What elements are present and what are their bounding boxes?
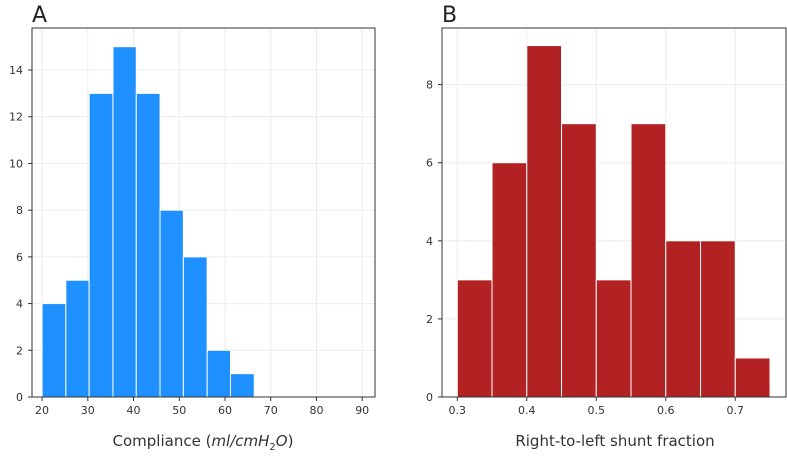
y-tick-label: 8: [16, 204, 23, 217]
x-tick-label: 0.6: [657, 404, 675, 417]
histogram-bar: [526, 45, 563, 398]
histogram-bar: [491, 162, 528, 398]
histogram-bar: [630, 123, 667, 398]
plot-frame: [31, 27, 376, 398]
y-tick-label: 0: [426, 391, 433, 404]
x-tick-label: 60: [218, 404, 232, 417]
histogram-bar: [88, 92, 114, 398]
x-tick-label: 40: [127, 404, 141, 417]
panel-b-label: B: [442, 3, 457, 28]
histogram-bar: [65, 279, 90, 398]
histogram-bar: [41, 303, 67, 398]
y-tick-label: 10: [9, 157, 23, 170]
x-tick-label: 20: [35, 404, 49, 417]
y-tick-label: 6: [426, 157, 433, 170]
y-tick-label: 8: [426, 79, 433, 92]
y-tick-label: 12: [9, 111, 23, 124]
histogram-bar: [182, 256, 208, 398]
y-tick-label: 6: [16, 251, 23, 264]
histogram-bar: [595, 279, 632, 398]
histogram-bar: [229, 373, 255, 398]
y-tick-label: 2: [426, 313, 433, 326]
y-tick-label: 4: [16, 298, 23, 311]
histogram-bar: [734, 357, 771, 398]
x-tick-label: 30: [81, 404, 95, 417]
x-tick-label: 80: [309, 404, 323, 417]
histogram-bar: [561, 123, 597, 398]
histogram-bar: [159, 209, 184, 398]
x-axis-label-shunt: Right-to-left shunt fraction: [515, 432, 714, 450]
y-tick-label: 14: [9, 64, 23, 77]
x-tick-label: 0.3: [449, 404, 467, 417]
histogram-bar: [665, 240, 702, 398]
y-tick-label: 2: [16, 344, 23, 357]
histogram-bar: [135, 92, 161, 398]
histogram-bar: [112, 46, 137, 398]
histogram-shunt-fraction: 0.3 0.4 0.5 0.6 0.7 0 2 4 6 8: [426, 27, 787, 417]
x-tick-label: 0.4: [518, 404, 536, 417]
histogram-bar: [206, 349, 231, 398]
panel-a-label: A: [32, 3, 47, 28]
histogram-compliance: 20 30 40 50 60 70 80 90 0 2 4 6 8 10 12 14: [9, 27, 376, 417]
x-tick-label: 50: [172, 404, 186, 417]
y-tick-label: 0: [16, 391, 23, 404]
x-axis-label-compliance: Compliance (ml/cmH2O): [113, 432, 294, 453]
x-tick-label: 90: [355, 404, 369, 417]
y-tick-label: 4: [426, 235, 433, 248]
x-tick-label: 0.7: [727, 404, 745, 417]
plot-frame: [441, 27, 787, 398]
histogram-bar: [700, 240, 736, 398]
x-tick-label: 0.5: [588, 404, 606, 417]
histogram-bar: [456, 279, 493, 398]
x-tick-label: 70: [264, 404, 278, 417]
